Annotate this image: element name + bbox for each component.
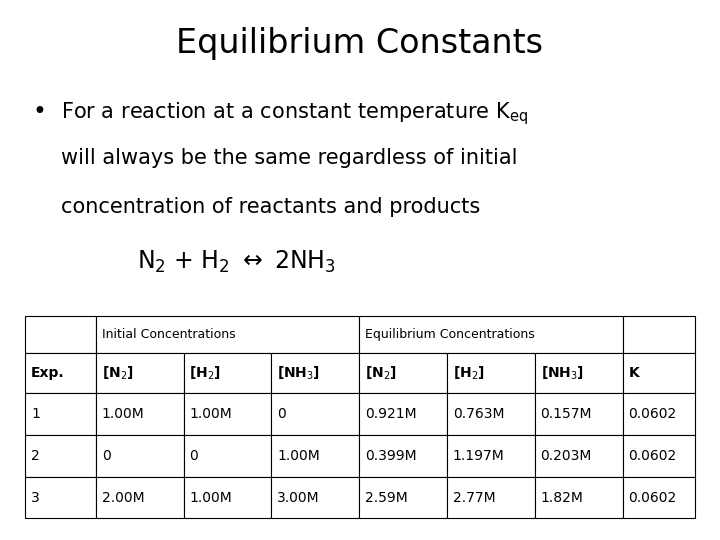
Bar [359, 477, 447, 518]
Bar [184, 435, 271, 477]
Text: 0.203M: 0.203M [541, 449, 592, 463]
Text: Equilibrium Constants: Equilibrium Constants [176, 27, 544, 60]
Text: 1.00M: 1.00M [102, 407, 145, 421]
Text: Initial Concentrations: Initial Concentrations [102, 328, 235, 341]
Text: For a reaction at a constant temperature K$_{\mathregular{eq}}$: For a reaction at a constant temperature… [61, 100, 528, 127]
Bar [25, 393, 96, 435]
Bar [96, 435, 184, 477]
Bar [623, 435, 695, 477]
Text: 2: 2 [31, 449, 40, 463]
Text: 0: 0 [189, 449, 198, 463]
Bar [447, 393, 535, 435]
Bar [96, 393, 184, 435]
Bar [271, 393, 359, 435]
Text: [N$_2$]: [N$_2$] [102, 364, 133, 382]
Text: 3.00M: 3.00M [277, 490, 320, 504]
Bar [623, 477, 695, 518]
Text: 0.0602: 0.0602 [629, 449, 677, 463]
Bar [623, 393, 695, 435]
Text: [H$_2$]: [H$_2$] [189, 364, 221, 382]
Bar [271, 477, 359, 518]
Text: K: K [629, 366, 639, 380]
Text: •: • [32, 100, 46, 124]
Bar [447, 353, 535, 393]
Text: concentration of reactants and products: concentration of reactants and products [61, 197, 480, 217]
Text: [H$_2$]: [H$_2$] [453, 364, 485, 382]
Text: 0: 0 [102, 449, 110, 463]
Text: 3: 3 [31, 490, 40, 504]
Text: 1.197M: 1.197M [453, 449, 505, 463]
Text: 0.763M: 0.763M [453, 407, 504, 421]
Bar [25, 316, 96, 353]
Bar [535, 477, 623, 518]
Bar [25, 477, 96, 518]
Bar [25, 353, 96, 393]
Text: 0.921M: 0.921M [365, 407, 417, 421]
Text: 2.59M: 2.59M [365, 490, 408, 504]
Bar [535, 353, 623, 393]
Bar [184, 353, 271, 393]
Bar [623, 353, 695, 393]
Bar [271, 435, 359, 477]
Text: 1.00M: 1.00M [189, 407, 232, 421]
Bar [447, 435, 535, 477]
Text: N$_2$ + H$_2$ $\leftrightarrow$ 2NH$_3$: N$_2$ + H$_2$ $\leftrightarrow$ 2NH$_3$ [137, 248, 335, 275]
Text: Exp.: Exp. [31, 366, 65, 380]
Text: 2.77M: 2.77M [453, 490, 495, 504]
Bar [25, 435, 96, 477]
Text: [NH$_3$]: [NH$_3$] [541, 364, 584, 382]
Bar [623, 316, 695, 353]
Bar [447, 477, 535, 518]
Bar [96, 316, 359, 353]
Text: 1.82M: 1.82M [541, 490, 583, 504]
Bar [359, 353, 447, 393]
Bar [184, 393, 271, 435]
Text: 1.00M: 1.00M [277, 449, 320, 463]
Bar [359, 435, 447, 477]
Text: 1: 1 [31, 407, 40, 421]
Bar [535, 393, 623, 435]
Bar [96, 477, 184, 518]
Bar [184, 477, 271, 518]
Text: 0.0602: 0.0602 [629, 407, 677, 421]
Text: 2.00M: 2.00M [102, 490, 144, 504]
Bar [359, 316, 623, 353]
Text: will always be the same regardless of initial: will always be the same regardless of in… [61, 148, 518, 168]
Text: 0: 0 [277, 407, 286, 421]
Text: 0.399M: 0.399M [365, 449, 417, 463]
Bar [96, 353, 184, 393]
Text: 1.00M: 1.00M [189, 490, 232, 504]
Text: 0.157M: 0.157M [541, 407, 592, 421]
Bar [271, 353, 359, 393]
Text: 0.0602: 0.0602 [629, 490, 677, 504]
Bar [535, 435, 623, 477]
Bar [359, 393, 447, 435]
Text: [NH$_3$]: [NH$_3$] [277, 364, 320, 382]
Text: Equilibrium Concentrations: Equilibrium Concentrations [365, 328, 535, 341]
Text: [N$_2$]: [N$_2$] [365, 364, 397, 382]
